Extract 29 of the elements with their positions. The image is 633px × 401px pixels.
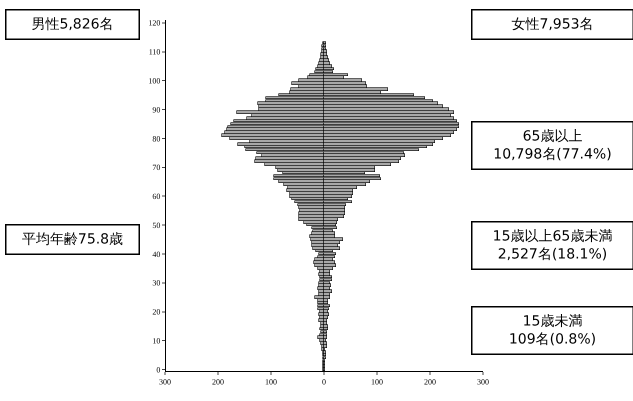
text: 15歳未満 109名(0.8%) xyxy=(508,314,596,348)
bar xyxy=(323,330,327,333)
x-tick-label: 100 xyxy=(265,378,277,387)
text: 女性7,953名 xyxy=(511,16,594,32)
x-tick-label: 300 xyxy=(159,378,171,387)
text: 15歳以上65歳未満 2,527名(18.1%) xyxy=(492,228,612,263)
text: 65歳以上 10,798名(77.4%) xyxy=(493,128,612,163)
y-tick-label: 10 xyxy=(152,336,160,346)
y-tick-label: 60 xyxy=(152,192,160,202)
bar xyxy=(323,333,327,336)
y-tick-label: 100 xyxy=(148,76,160,86)
x-tick-label: 200 xyxy=(424,378,436,387)
y-tick-label: 0 xyxy=(156,365,160,374)
y-tick-label: 40 xyxy=(152,250,160,259)
x-tick-label: 100 xyxy=(371,378,383,387)
y-tick-label: 110 xyxy=(148,48,160,57)
y-tick-label: 80 xyxy=(152,134,160,144)
y-tick-label: 20 xyxy=(152,308,160,317)
y-tick-label: 120 xyxy=(148,18,160,28)
text: 男性5,826名 xyxy=(31,16,114,32)
x-tick-label: 0 xyxy=(322,378,326,387)
y-tick-label: 70 xyxy=(152,163,160,172)
x-tick-label: 300 xyxy=(477,378,489,387)
y-tick-label: 90 xyxy=(152,105,160,114)
y-tick-label: 50 xyxy=(152,220,160,230)
text: 平均年齢75.8歳 xyxy=(22,232,124,248)
bar xyxy=(323,278,332,281)
x-tick-label: 200 xyxy=(212,378,224,387)
y-tick-label: 30 xyxy=(152,278,160,288)
